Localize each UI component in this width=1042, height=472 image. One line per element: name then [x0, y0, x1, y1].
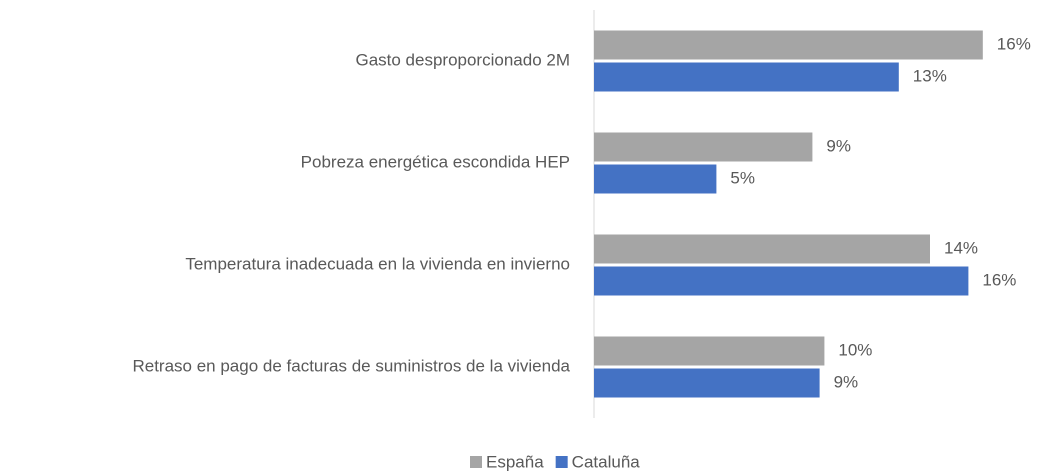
bar	[594, 132, 813, 162]
data-label: 16%	[997, 34, 1031, 53]
data-label: 13%	[913, 66, 947, 85]
legend-swatch	[470, 456, 482, 468]
bar	[594, 266, 969, 296]
category-label: Retraso en pago de facturas de suministr…	[132, 356, 570, 375]
bar	[594, 336, 825, 366]
data-label: 9%	[826, 136, 851, 155]
category-label: Gasto desproporcionado 2M	[355, 50, 570, 69]
bar	[594, 30, 983, 60]
data-label: 14%	[944, 238, 978, 257]
bar	[594, 234, 930, 264]
data-label: 5%	[730, 168, 755, 187]
data-label: 9%	[834, 372, 859, 391]
legend-label: Cataluña	[572, 452, 641, 471]
legend-swatch	[555, 456, 568, 468]
bar	[594, 368, 820, 398]
data-label: 16%	[982, 270, 1016, 289]
category-label: Temperatura inadecuada en la vivienda en…	[185, 254, 570, 273]
data-label: 10%	[838, 340, 872, 359]
bar	[594, 164, 717, 194]
legend-label: España	[486, 452, 544, 471]
bar	[594, 62, 899, 92]
category-label: Pobreza energética escondida HEP	[301, 152, 570, 171]
